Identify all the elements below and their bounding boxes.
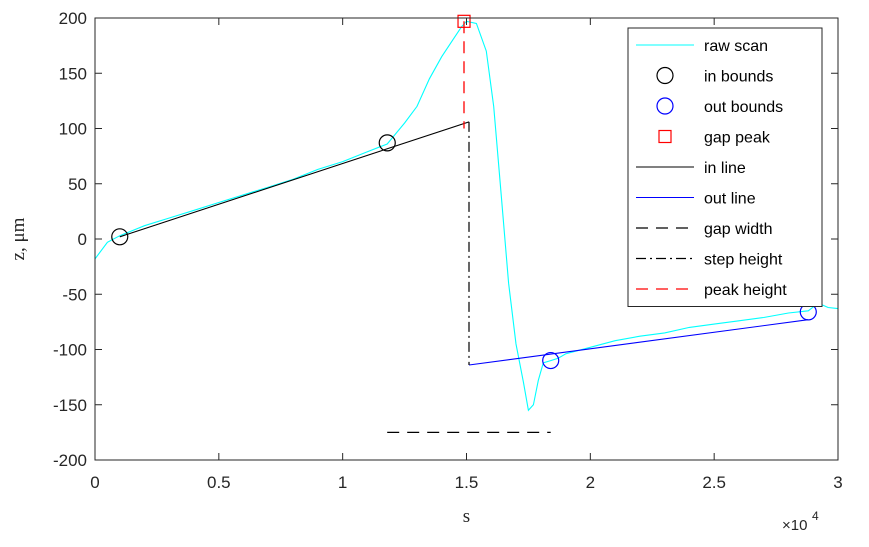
- x-axis-title: s: [463, 506, 470, 527]
- legend-entry: out line: [636, 191, 756, 208]
- legend-label: step height: [704, 252, 783, 269]
- x-axis-exponent: ×10 4: [782, 509, 819, 534]
- legend-entry: gap peak: [658, 129, 771, 147]
- y-tick-label: -200: [53, 451, 87, 470]
- legend-swatch: [656, 97, 674, 115]
- x-tick-label: 1: [338, 473, 347, 492]
- legend-label: peak height: [704, 282, 787, 299]
- in-bounds-marker: [111, 228, 129, 246]
- x-axis-exponent-power: 4: [812, 509, 819, 523]
- y-axis-title: z, μm: [8, 217, 29, 260]
- legend-label: gap peak: [704, 130, 771, 147]
- y-tick-label: -150: [53, 396, 87, 415]
- legend-entry: raw scan: [636, 38, 768, 55]
- y-axis-ticks: -200 -150 -100 -50 0 50 100 150 200: [53, 9, 838, 470]
- in-line-line: [119, 121, 470, 238]
- legend-entry: gap width: [636, 221, 773, 238]
- y-tick-label: 150: [59, 64, 87, 83]
- in-bounds-marker: [378, 134, 396, 152]
- legend: raw scan in bounds out bounds gap peak in li…: [627, 27, 823, 307]
- legend-entry: peak height: [636, 282, 787, 299]
- legend-swatch: [656, 66, 674, 85]
- legend-entry: out bounds: [656, 97, 783, 116]
- legend-label: in line: [704, 160, 746, 177]
- y-tick-label: -100: [53, 341, 87, 360]
- x-tick-label: 1.5: [455, 473, 479, 492]
- legend-entry: in bounds: [656, 66, 773, 86]
- y-tick-label: 0: [78, 230, 87, 249]
- legend-label: in bounds: [704, 69, 773, 86]
- y-tick-label: 200: [59, 9, 87, 28]
- legend-label: out bounds: [704, 99, 783, 116]
- out-line-line: [468, 319, 809, 366]
- x-axis-ticks: 0 0.5 1 1.5 2 2.5 3: [90, 18, 843, 492]
- legend-entry: step height: [636, 252, 783, 269]
- legend-entry: in line: [636, 160, 746, 177]
- y-tick-label: 100: [59, 120, 87, 139]
- y-tick-label: 50: [68, 175, 87, 194]
- out-bounds-marker: [542, 351, 560, 370]
- legend-label: gap width: [704, 221, 773, 238]
- legend-swatch: [658, 129, 672, 144]
- raw-scan-line: [94, 20, 839, 412]
- x-tick-label: 0: [90, 473, 99, 492]
- legend-label: out line: [704, 191, 756, 208]
- x-tick-label: 2.5: [702, 473, 726, 492]
- plot-area: [94, 14, 839, 434]
- x-axis-exponent-base: ×10: [782, 517, 807, 534]
- x-tick-label: 0.5: [207, 473, 231, 492]
- y-tick-label: -50: [62, 285, 87, 304]
- legend-label: raw scan: [704, 38, 768, 55]
- x-tick-label: 3: [833, 473, 842, 492]
- x-tick-label: 2: [586, 473, 595, 492]
